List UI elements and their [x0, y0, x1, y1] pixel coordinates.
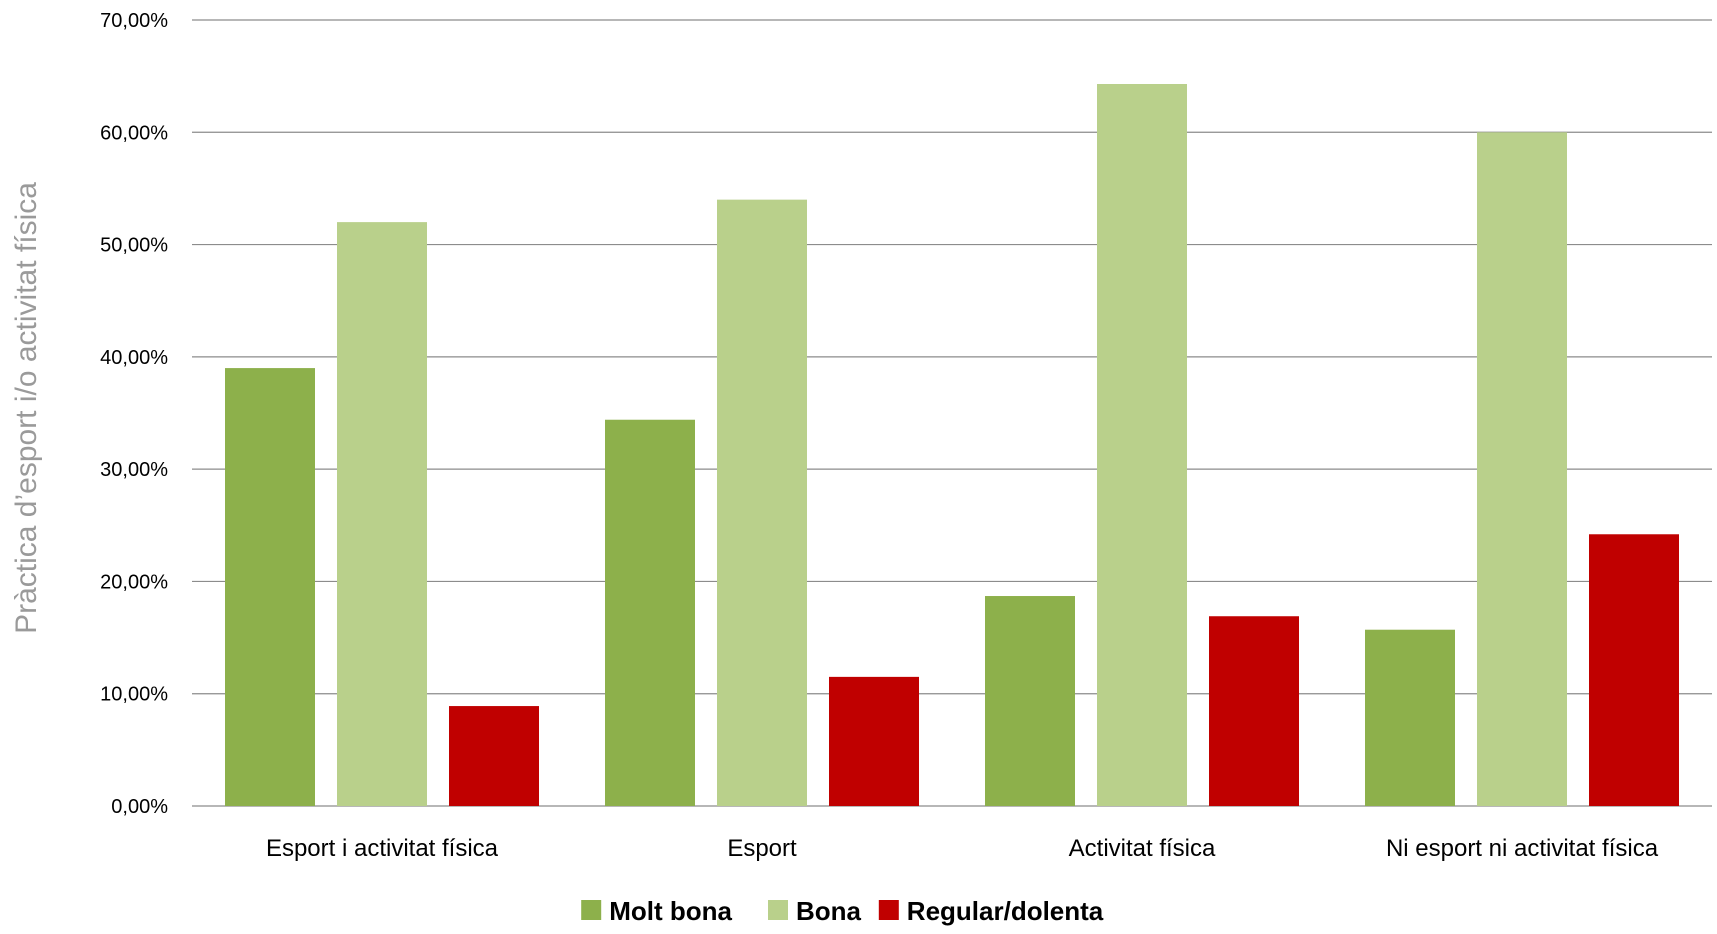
- x-category-label: Ni esport ni activitat física: [1386, 835, 1659, 862]
- bar-molt-bona: [225, 368, 315, 806]
- y-axis-title: Pràctica d’esport i/o activitat física: [10, 182, 43, 634]
- legend-swatch: [581, 900, 602, 920]
- bar-regular-dolenta: [449, 706, 539, 806]
- bar-molt-bona: [605, 419, 695, 806]
- legend-label: Bona: [796, 896, 862, 926]
- bar-molt-bona: [985, 596, 1075, 806]
- bar-bona: [1097, 84, 1187, 806]
- y-tick-label: 10,00%: [100, 684, 168, 706]
- y-tick-label: 60,00%: [100, 122, 168, 144]
- legend: Molt bona Bona Regular/dolenta: [581, 896, 1104, 926]
- bar-regular-dolenta: [1209, 616, 1299, 806]
- x-category-label: Activitat física: [1069, 835, 1216, 862]
- legend-label: Regular/dolenta: [907, 896, 1104, 926]
- x-axis-categories: Esport i activitat física Esport Activitat…: [266, 835, 1659, 862]
- y-tick-label: 50,00%: [100, 235, 168, 257]
- bar-bona: [337, 222, 427, 807]
- x-category-label: Esport: [727, 835, 797, 862]
- y-tick-label: 70,00%: [100, 10, 168, 32]
- x-category-label: Esport i activitat física: [266, 835, 499, 862]
- bar-regular-dolenta: [1589, 534, 1679, 806]
- bar-molt-bona: [1365, 629, 1455, 806]
- y-tick-label: 0,00%: [111, 796, 168, 818]
- legend-swatch: [878, 900, 899, 920]
- y-tick-label: 20,00%: [100, 571, 168, 593]
- legend-label: Molt bona: [609, 896, 732, 926]
- bar-bona: [717, 199, 807, 806]
- y-axis-ticks: 0,00% 10,00% 20,00% 30,00% 40,00% 50,00% 60,00…: [100, 10, 168, 818]
- y-tick-label: 30,00%: [100, 459, 168, 481]
- bars: [225, 84, 1679, 807]
- bar-bona: [1477, 132, 1567, 807]
- legend-swatch: [768, 900, 788, 920]
- y-tick-label: 40,00%: [100, 347, 168, 369]
- bar-regular-dolenta: [829, 676, 919, 806]
- gridlines: [192, 19, 1712, 807]
